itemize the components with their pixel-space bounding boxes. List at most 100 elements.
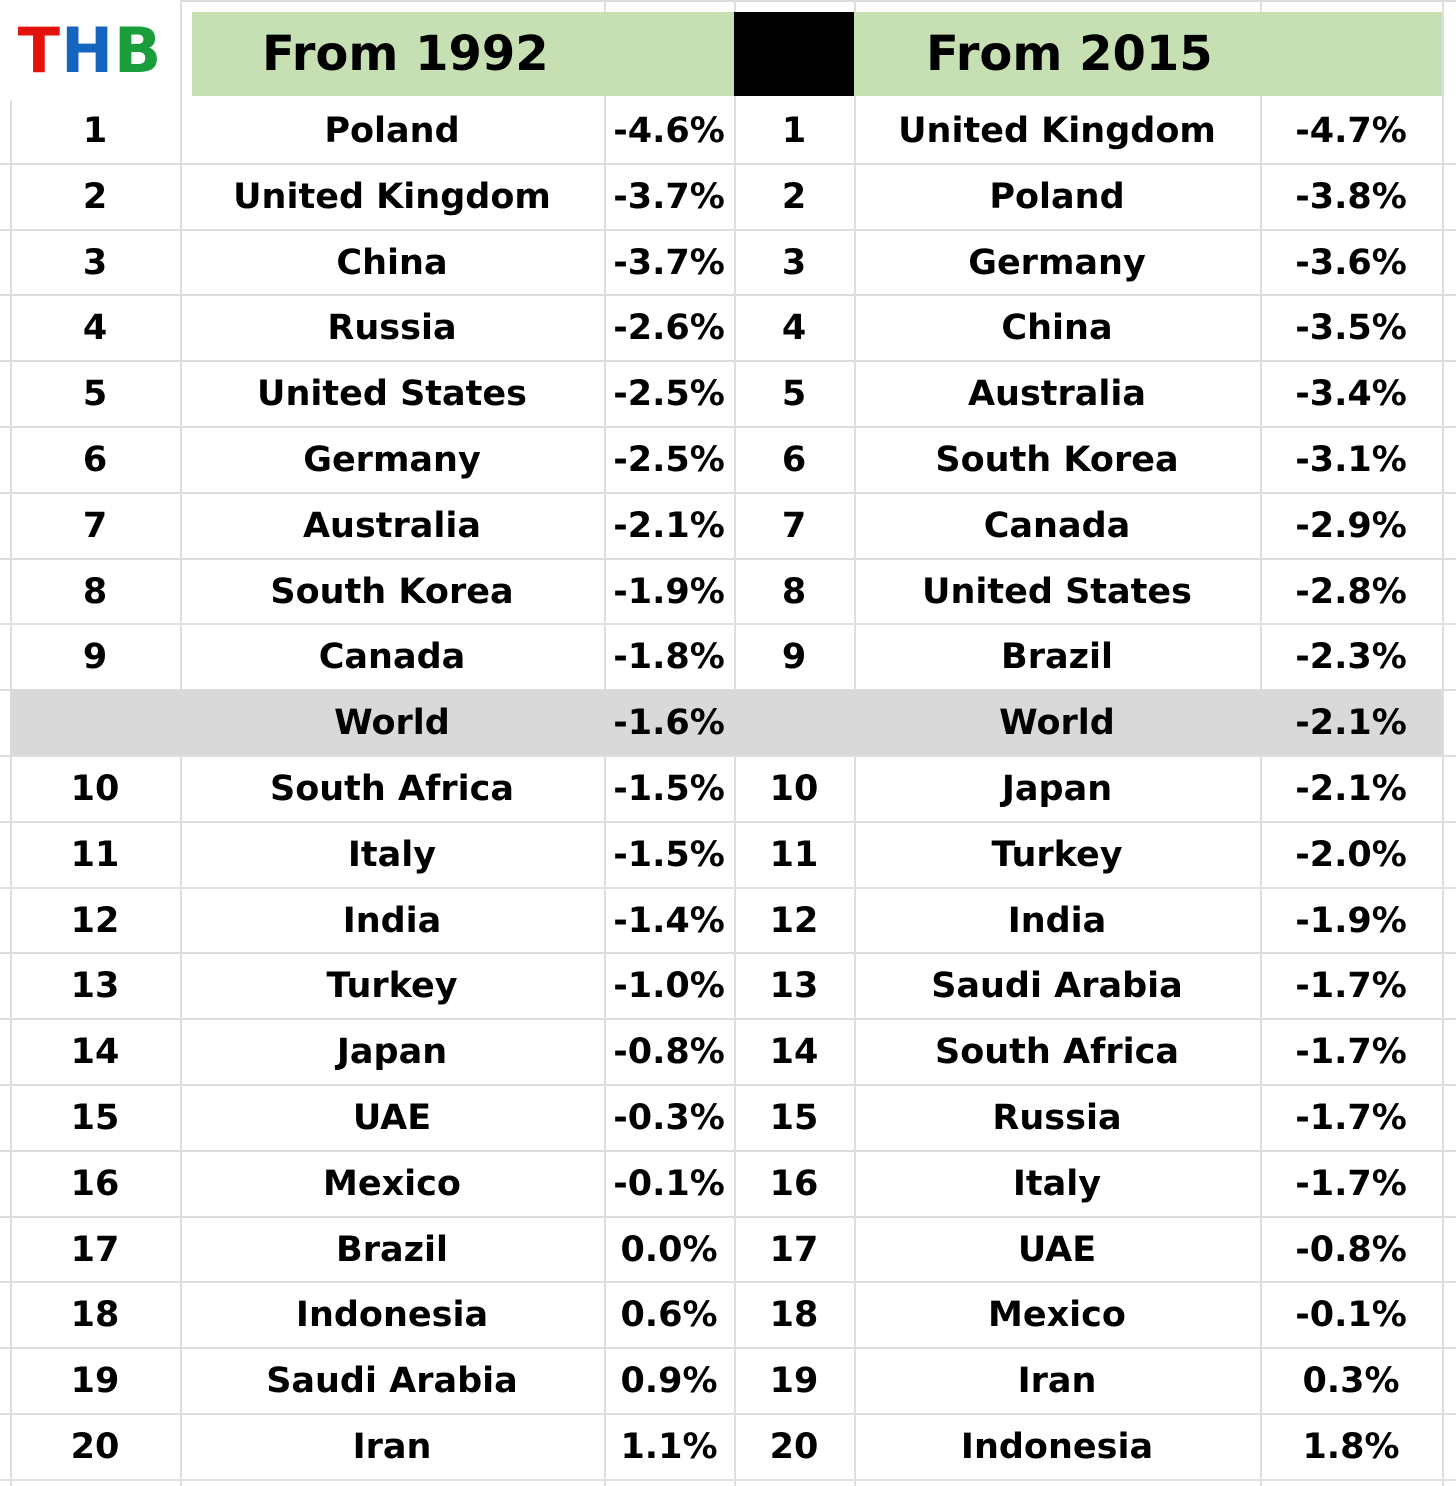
table-row: 11 Italy -1.5% 11 Turkey -2.0% xyxy=(10,822,1442,888)
value-cell: -2.5% xyxy=(613,440,725,480)
country-cell: South Korea xyxy=(270,571,514,612)
logo-letter-t: T xyxy=(17,13,62,87)
table-row: 19 Saudi Arabia 0.9% 19 Iran 0.3% xyxy=(10,1348,1442,1414)
value-cell: -4.7% xyxy=(1295,111,1407,151)
table-row: 20 Iran 1.1% 20 Indonesia 1.8% xyxy=(10,1414,1442,1480)
country-cell: Iran xyxy=(352,1427,432,1467)
country-cell: Italy xyxy=(347,834,437,875)
rank-cell: 8 xyxy=(82,571,108,612)
country-cell: Indonesia xyxy=(960,1427,1154,1467)
header-from-2015: From 2015 xyxy=(854,12,1442,96)
rank-cell: 1 xyxy=(82,111,108,151)
country-cell: South Africa xyxy=(270,769,514,809)
rank-cell: 17 xyxy=(70,1229,120,1270)
rank-cell: 5 xyxy=(82,374,108,415)
value-cell: 0.6% xyxy=(620,1295,718,1336)
grid-line xyxy=(0,228,1456,231)
value-cell: 0.9% xyxy=(620,1361,718,1402)
country-cell: Turkey xyxy=(326,966,458,1007)
value-cell: -2.1% xyxy=(1295,703,1407,744)
logo-letter-b: B xyxy=(113,13,163,87)
rank-cell: 14 xyxy=(769,1032,819,1073)
grid-line xyxy=(0,1347,1456,1350)
grid-line xyxy=(1442,0,1444,1486)
rank-cell: 9 xyxy=(82,637,108,678)
rank-cell: 13 xyxy=(769,966,819,1007)
country-cell: India xyxy=(342,900,442,941)
country-cell: United Kingdom xyxy=(233,176,551,217)
country-cell: India xyxy=(1007,900,1107,941)
value-cell: -3.7% xyxy=(613,176,725,217)
logo-letter-h: H xyxy=(61,13,114,87)
value-cell: -3.7% xyxy=(613,242,725,283)
rank-cell: 1 xyxy=(781,111,807,151)
grid-line xyxy=(0,1018,1456,1021)
rank-cell: 3 xyxy=(781,242,807,283)
grid-line xyxy=(0,426,1456,428)
rank-cell: 16 xyxy=(70,1163,120,1204)
value-cell: 1.1% xyxy=(620,1427,718,1467)
table-row: 14 Japan -0.8% 14 South Africa -1.7% xyxy=(10,1019,1442,1085)
header-from-2015-label: From 2015 xyxy=(926,26,1213,82)
rank-cell: 19 xyxy=(769,1361,819,1402)
grid-line xyxy=(0,491,1456,494)
table-row: 5 United States -2.5% 5 Australia -3.4% xyxy=(10,361,1442,427)
value-cell: -3.8% xyxy=(1295,176,1407,217)
value-cell: -0.8% xyxy=(1295,1229,1407,1270)
country-cell: Saudi Arabia xyxy=(266,1361,518,1402)
country-cell: Canada xyxy=(983,505,1131,546)
rank-cell: 4 xyxy=(82,308,108,349)
country-cell: South Korea xyxy=(935,440,1179,480)
value-cell: -2.5% xyxy=(613,374,725,415)
grid-line xyxy=(0,1215,1456,1218)
country-cell: United States xyxy=(257,374,527,415)
rank-cell: 7 xyxy=(82,505,108,546)
value-cell: -0.3% xyxy=(613,1098,725,1138)
country-cell: South Africa xyxy=(935,1032,1179,1073)
country-cell: United States xyxy=(922,571,1192,612)
rank-cell: 15 xyxy=(769,1098,819,1138)
rank-cell: 11 xyxy=(769,834,819,875)
rank-cell: 17 xyxy=(769,1229,819,1270)
value-cell: -1.4% xyxy=(613,900,725,941)
rank-cell: 18 xyxy=(70,1295,120,1336)
country-cell: Russia xyxy=(327,308,457,349)
value-cell: -4.6% xyxy=(613,111,725,151)
value-cell: -2.1% xyxy=(1295,769,1407,809)
table-row: 16 Mexico -0.1% 16 Italy -1.7% xyxy=(10,1151,1442,1217)
country-cell: United Kingdom xyxy=(898,111,1216,151)
country-cell: Canada xyxy=(318,637,466,678)
value-cell: -1.5% xyxy=(613,834,725,875)
rank-cell: 10 xyxy=(769,769,819,809)
value-cell: -3.5% xyxy=(1295,308,1407,349)
header-from-1992-label: From 1992 xyxy=(262,26,549,82)
rank-cell: 16 xyxy=(769,1163,819,1204)
table-row: 17 Brazil 0.0% 17 UAE -0.8% xyxy=(10,1217,1442,1283)
rank-cell: 11 xyxy=(70,834,120,875)
country-cell: Brazil xyxy=(1001,637,1113,678)
grid-line xyxy=(0,952,1456,955)
value-cell: -1.5% xyxy=(613,769,725,809)
rank-cell: 10 xyxy=(70,769,120,809)
table-row: 12 India -1.4% 12 India -1.9% xyxy=(10,888,1442,954)
grid-line xyxy=(0,0,1456,2)
grid-line xyxy=(0,623,1456,626)
rank-cell: 5 xyxy=(781,374,807,415)
country-cell: Russia xyxy=(992,1098,1122,1138)
header-from-1992: From 1992 xyxy=(192,12,734,96)
table-row: 18 Indonesia 0.6% 18 Mexico -0.1% xyxy=(10,1282,1442,1348)
rank-cell: 20 xyxy=(70,1427,120,1467)
country-cell: Mexico xyxy=(988,1295,1126,1336)
value-cell: -1.0% xyxy=(613,966,725,1007)
value-cell: -2.9% xyxy=(1295,505,1407,546)
country-cell: UAE xyxy=(1017,1229,1097,1270)
world-row: World -1.6% World -2.1% xyxy=(10,690,1442,757)
value-cell: -2.3% xyxy=(1295,637,1407,678)
country-cell: Germany xyxy=(968,242,1146,283)
grid-line xyxy=(0,557,1456,560)
table-row: 15 UAE -0.3% 15 Russia -1.7% xyxy=(10,1085,1442,1151)
value-cell: -0.1% xyxy=(613,1163,725,1204)
value-cell: -1.7% xyxy=(1295,1163,1407,1204)
